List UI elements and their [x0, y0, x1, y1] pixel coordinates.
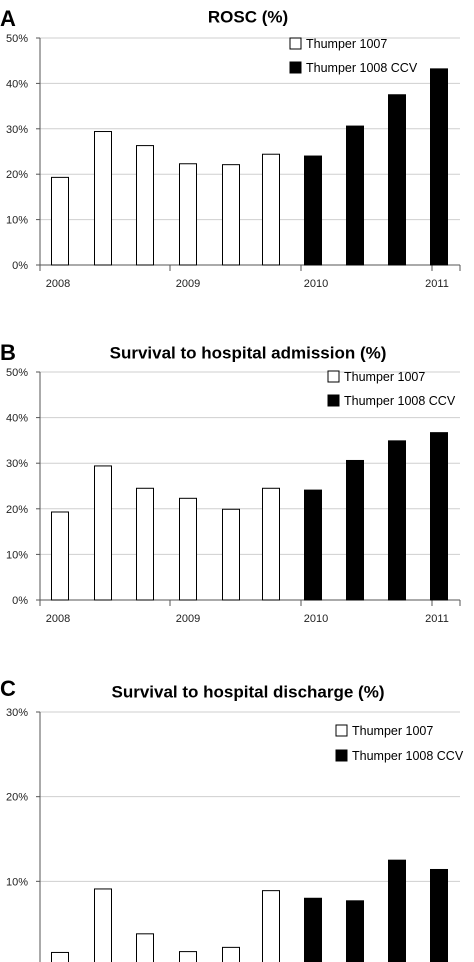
bar-thumper-1007 [262, 153, 280, 266]
y-tick-label: 40% [6, 78, 28, 90]
bar-thumper-1007 [51, 951, 69, 962]
panel-letter: C [0, 676, 16, 701]
legend-label: Thumper 1007 [352, 724, 433, 738]
legend-label: Thumper 1008 CCV [352, 749, 464, 763]
y-tick-label: 10% [6, 549, 28, 561]
bar-thumper-1007 [94, 131, 112, 266]
bar-thumper-1007 [136, 145, 154, 266]
bar-thumper-1008-ccv [304, 897, 322, 962]
bar-thumper-1007 [179, 951, 197, 962]
x-tick-label: 2011 [425, 613, 449, 625]
legend-label: Thumper 1007 [344, 370, 425, 384]
bar-thumper-1007 [262, 890, 280, 962]
y-tick-label: 0% [12, 595, 28, 607]
panel-letter: B [0, 340, 16, 365]
bar-thumper-1008-ccv [346, 459, 364, 601]
y-tick-label: 10% [6, 215, 28, 227]
bar-thumper-1008-ccv [430, 68, 448, 266]
legend-label: Thumper 1007 [306, 37, 387, 51]
legend-swatch [327, 370, 340, 383]
x-tick-label: 2011 [425, 278, 449, 290]
y-tick-label: 30% [6, 458, 28, 470]
x-tick-label: 2008 [46, 613, 70, 625]
bar-thumper-1007 [179, 497, 197, 601]
bar-thumper-1007 [222, 164, 240, 266]
x-tick-label: 2008 [46, 278, 70, 290]
chart-title: ROSC (%) [208, 7, 288, 26]
bar-thumper-1007 [262, 487, 280, 601]
y-tick-label: 50% [6, 367, 28, 379]
bar-thumper-1008-ccv [430, 868, 448, 962]
legend-swatch [289, 61, 302, 74]
chart-panel-a: A ROSC (%) 0% 10% 20% 30% 40% 50% 2008 2009 2010 20… [0, 6, 461, 290]
legend-swatch [335, 749, 348, 762]
bar-thumper-1008-ccv [304, 489, 322, 601]
y-tick-label: 10% [6, 876, 28, 888]
y-tick-label: 40% [6, 413, 28, 425]
bar-thumper-1008-ccv [388, 440, 406, 601]
bar-thumper-1008-ccv [346, 125, 364, 266]
y-tick-label: 50% [6, 33, 28, 45]
bar-thumper-1008-ccv [388, 94, 406, 266]
bar-thumper-1007 [136, 487, 154, 601]
bar-thumper-1007 [51, 511, 69, 601]
bar-thumper-1007 [51, 176, 69, 266]
legend-swatch [327, 394, 340, 407]
legend-label: Thumper 1008 CCV [344, 394, 456, 408]
bar-thumper-1007 [222, 946, 240, 962]
legend-swatch [335, 724, 348, 737]
bar-thumper-1008-ccv [430, 432, 448, 601]
bar-thumper-1008-ccv [304, 155, 322, 266]
bar-thumper-1008-ccv [346, 900, 364, 962]
y-tick-label: 30% [6, 707, 28, 719]
chart-panel-b: B Survival to hospital admission (%) 0% 10%… [0, 340, 461, 625]
x-tick-label: 2010 [304, 278, 328, 290]
chart-title: Survival to hospital discharge (%) [111, 682, 384, 701]
chart-title: Survival to hospital admission (%) [110, 343, 387, 362]
x-tick-label: 2010 [304, 613, 328, 625]
y-tick-label: 20% [6, 504, 28, 516]
x-tick-label: 2009 [176, 278, 200, 290]
bar-thumper-1007 [94, 465, 112, 601]
bar-thumper-1007 [94, 888, 112, 962]
bar-thumper-1007 [179, 163, 197, 266]
bar-thumper-1007 [136, 933, 154, 962]
y-tick-label: 0% [12, 260, 28, 272]
bar-thumper-1007 [222, 508, 240, 601]
legend-swatch [289, 37, 302, 50]
x-tick-label: 2009 [176, 613, 200, 625]
panel-letter: A [0, 6, 16, 31]
bar-thumper-1008-ccv [388, 859, 406, 962]
y-tick-label: 20% [6, 792, 28, 804]
y-tick-label: 20% [6, 169, 28, 181]
legend-label: Thumper 1008 CCV [306, 61, 418, 75]
y-tick-label: 30% [6, 124, 28, 136]
